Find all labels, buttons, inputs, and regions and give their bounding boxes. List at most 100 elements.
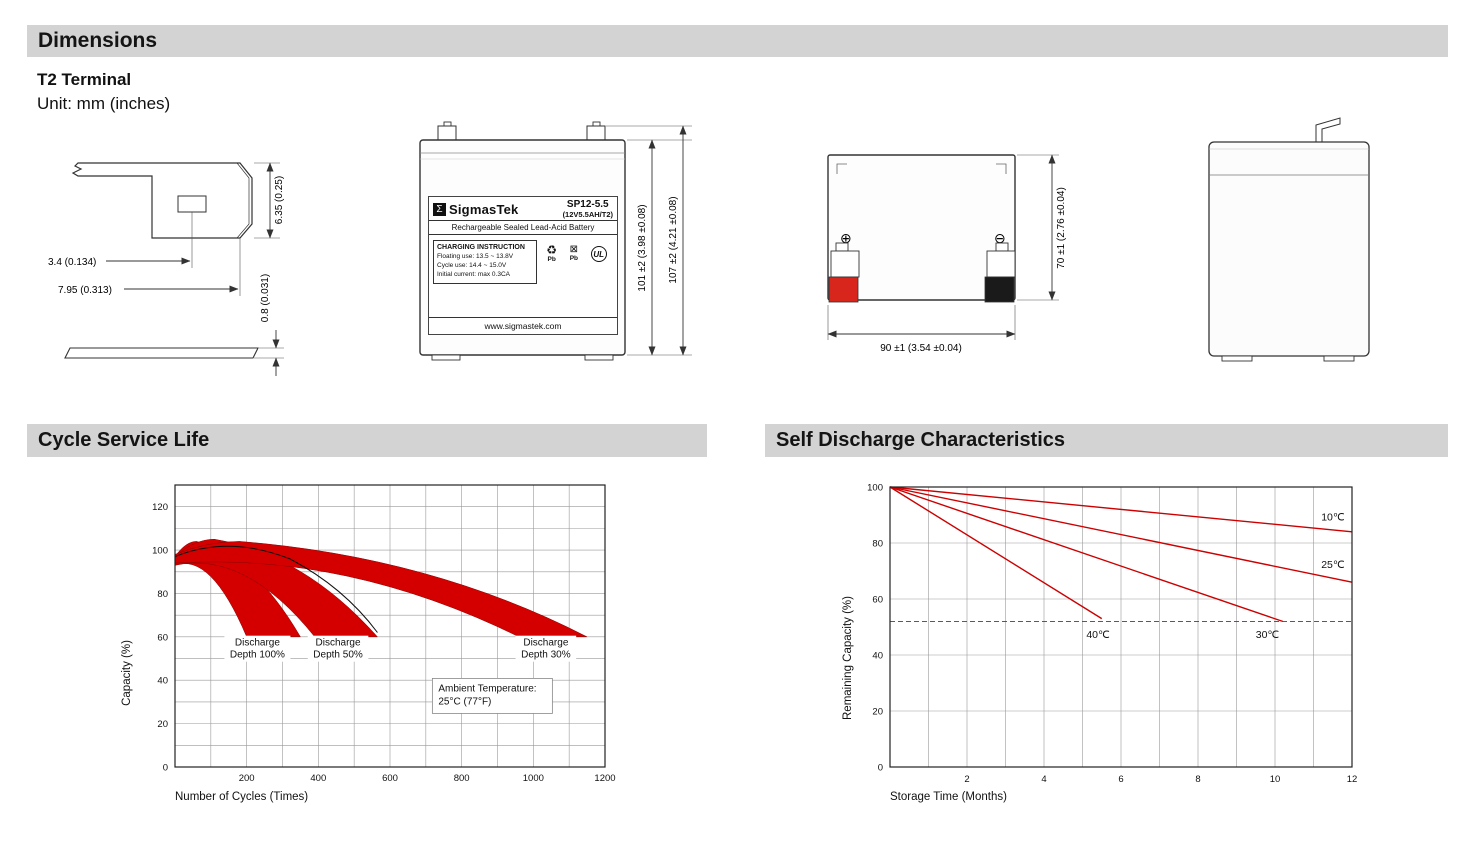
compliance-icons: ♻ Pb ⊠ Pb UL — [537, 240, 613, 264]
recycle-glyph: ♻ — [546, 243, 558, 258]
dim-total-height: 107 ±2 (4.21 ±0.08) — [668, 196, 679, 283]
ul-mark-icon: UL — [590, 246, 607, 263]
dim-hole: 3.4 (0.134) — [48, 257, 96, 268]
battery-perspective-drawing — [1208, 117, 1370, 362]
dim-height: 70 ±1 (2.76 ±0.04) — [1056, 187, 1067, 269]
chart-annotation: 25°C (77°F) — [438, 696, 491, 707]
model-block: SP12-5.5 (12V5.5AH/T2) — [562, 199, 613, 219]
terminal-housing — [830, 250, 860, 278]
model-spec: (12V5.5AH/T2) — [562, 209, 613, 219]
y-tick-label: 60 — [157, 632, 168, 643]
annotation-bg — [307, 635, 369, 662]
chart-annotation: Ambient Temperature: — [438, 683, 536, 694]
y-tick-label: 20 — [157, 719, 168, 730]
self-discharge-chart: 10℃ 25℃ 30℃ 40℃ 0 20 40 60 80 100 2 4 6 8 10 12 Storage … — [842, 483, 1358, 804]
series-label: 30℃ — [1256, 629, 1280, 641]
negative-polarity-symbol: ⊖ — [994, 230, 1006, 246]
x-tick-label: 10 — [1270, 774, 1281, 785]
terminal-nub — [995, 242, 1009, 252]
discharge-band — [174, 541, 301, 638]
unit-note: Unit: mm (inches) — [37, 94, 171, 113]
x-tick-label: 200 — [239, 773, 255, 784]
series-label: 25℃ — [1321, 559, 1345, 571]
chart-annotation: Discharge — [235, 638, 280, 649]
terminal-nub — [835, 242, 849, 252]
terminal-hole — [177, 195, 207, 213]
y-tick-label: 0 — [878, 763, 883, 774]
terminal-blade — [1315, 117, 1341, 143]
no-trash-glyph: ⊠ — [569, 244, 579, 256]
series-label: 10℃ — [1321, 512, 1345, 524]
terminal-blade-profile — [71, 162, 253, 239]
section-header-dimensions: Dimensions — [27, 25, 1448, 57]
terminal-tab — [586, 125, 606, 141]
charging-line: Cycle use: 14.4 ~ 15.0V — [437, 262, 507, 270]
y-tick-label: 0 — [163, 763, 168, 774]
sigmastek-logo-icon: Σ — [433, 202, 446, 216]
charging-title: CHARGING INSTRUCTION — [437, 244, 525, 252]
battery-foot — [1323, 355, 1355, 362]
blade-bevel-line — [236, 162, 250, 239]
plot-border — [174, 484, 606, 768]
series-line — [889, 486, 1103, 620]
self-discharge-title: Self Discharge Characteristics — [776, 429, 1066, 451]
x-tick-label: 2 — [964, 774, 969, 785]
no-trash-icon: ⊠ Pb — [570, 245, 578, 263]
dim-width: 7.95 (0.313) — [58, 285, 112, 296]
series-line — [889, 486, 1283, 623]
recycle-icon: ♻ Pb — [546, 244, 557, 264]
dim-body-height: 101 ±2 (3.98 ±0.08) — [637, 204, 648, 291]
charging-instruction-box: CHARGING INSTRUCTION Floating use: 13.5 … — [433, 240, 537, 284]
y-tick-label: 40 — [872, 651, 883, 662]
section-header-self-discharge: Self Discharge Characteristics — [765, 424, 1448, 457]
battery-foot — [1221, 355, 1253, 362]
corner-mark — [836, 163, 847, 174]
y-tick-label: 100 — [152, 546, 168, 557]
battery-foot — [431, 354, 461, 361]
dim-thickness: 0.8 (0.031) — [260, 274, 271, 322]
battery-rear-view-drawing: ⊕ ⊖ 90 ±1 (3.54 ±0.04) 70 ±1 (2.76 ±0.04… — [827, 154, 1067, 354]
y-tick-label: 100 — [867, 483, 883, 494]
pb-label: Pb — [569, 255, 579, 263]
blade-edge-profile — [64, 347, 259, 359]
x-tick-label: 12 — [1347, 774, 1358, 785]
x-tick-label: 6 — [1118, 774, 1123, 785]
y-tick-label: 80 — [157, 589, 168, 600]
charging-line: Initial current: max 0.3CA — [437, 270, 510, 278]
discharge-band — [174, 538, 379, 638]
annotation-box — [431, 678, 553, 714]
terminal-dimension-drawing: 6.35 (0.25) 3.4 (0.134) 7.95 (0.313) 0.8… — [48, 162, 285, 376]
battery-type-line: Rechargeable Sealed Lead-Acid Battery — [429, 220, 617, 236]
terminal-housing — [986, 250, 1016, 278]
y-tick-label: 60 — [872, 595, 883, 606]
website: www.sigmastek.com — [429, 317, 617, 334]
x-tick-label: 1200 — [594, 773, 615, 784]
cycle-title: Cycle Service Life — [38, 429, 210, 451]
label-header: Σ SigmasTek SP12-5.5 (12V5.5AH/T2) — [429, 197, 617, 220]
terminal-type-title: T2 Terminal — [37, 70, 132, 89]
series-line — [889, 486, 1353, 533]
positive-terminal-block — [828, 276, 859, 303]
y-axis-title: Remaining Capacity (%) — [842, 596, 854, 720]
y-tick-label: 120 — [152, 502, 168, 513]
y-axis-title: Capacity (%) — [121, 640, 133, 706]
x-tick-label: 800 — [454, 773, 470, 784]
chart-annotation: Depth 50% — [313, 650, 363, 661]
battery-foot — [584, 354, 614, 361]
battery-label: Σ SigmasTek SP12-5.5 (12V5.5AH/T2) Recha… — [428, 196, 618, 335]
x-tick-label: 4 — [1041, 774, 1046, 785]
x-axis-title: Storage Time (Months) — [890, 791, 1007, 803]
terminal-tab — [437, 125, 457, 141]
brand-name: SigmasTek — [449, 201, 519, 217]
annotation-bg — [224, 635, 291, 662]
chart-annotation: Discharge — [523, 638, 568, 649]
x-tick-label: 1000 — [523, 773, 544, 784]
series-label: 40℃ — [1086, 629, 1110, 641]
x-tick-label: 400 — [310, 773, 326, 784]
chart-annotation: Depth 30% — [521, 650, 571, 661]
section-header-cycle-service-life: Cycle Service Life — [27, 424, 707, 457]
chart-annotation: Discharge — [316, 638, 361, 649]
negative-terminal-block — [984, 276, 1015, 303]
